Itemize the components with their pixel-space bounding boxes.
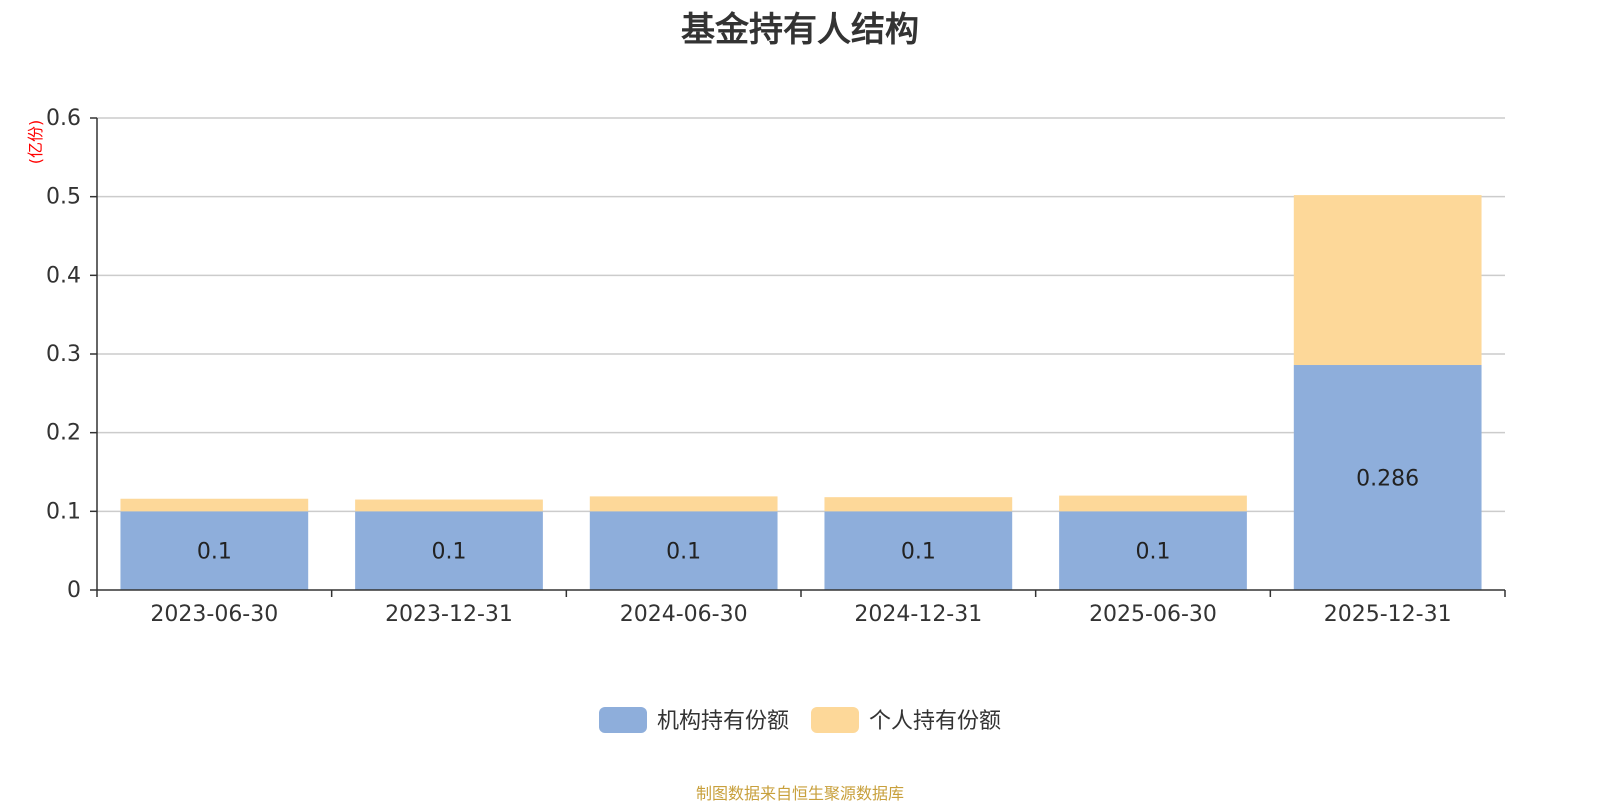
bar-value-label: 0.1	[1136, 540, 1171, 565]
y-tick-label: 0	[67, 578, 81, 603]
bar-individual	[1059, 495, 1247, 512]
bar-value-label: 0.1	[666, 540, 701, 565]
grid-lines	[97, 117, 1505, 513]
legend-label: 机构持有份额	[657, 709, 789, 734]
legend-label: 个人持有份额	[869, 709, 1001, 734]
y-tick-label: 0.2	[46, 421, 81, 446]
x-tick-label: 2024-12-31	[854, 602, 982, 627]
chart-title: 基金持有人结构	[681, 10, 919, 50]
x-tick-label: 2023-12-31	[385, 602, 513, 627]
bars: 0.1 0.1 0.1 0.1 0.1 0.286	[120, 195, 1482, 590]
bar-individual	[355, 499, 543, 512]
legend: 机构持有份额 个人持有份额	[599, 707, 1001, 734]
y-tick-label: 0.6	[46, 106, 81, 131]
y-axis-label: (亿份)	[26, 120, 45, 165]
y-tick-label: 0.5	[46, 185, 81, 210]
x-tick-label: 2023-06-30	[150, 602, 278, 627]
bar-individual	[1293, 195, 1482, 366]
bar-institutional	[120, 511, 309, 590]
bar-individual	[120, 498, 309, 512]
source-note: 制图数据来自恒生聚源数据库	[695, 784, 904, 803]
bar-institutional	[1059, 511, 1247, 590]
x-tick-label: 2024-06-30	[620, 602, 748, 627]
x-tick-label: 2025-12-31	[1324, 602, 1452, 627]
y-tick-label: 0.3	[46, 342, 81, 367]
bar-value-label: 0.1	[432, 540, 467, 565]
bar-institutional	[589, 511, 778, 590]
bar-institutional	[355, 511, 543, 590]
axes: 0 0.1 0.2 0.3 0.4 0.5 0.6(亿份) 2023-06-30 2023-12…	[26, 106, 1506, 627]
bar-individual	[824, 497, 1013, 512]
bar-institutional	[824, 511, 1013, 590]
bar-value-label: 0.1	[197, 540, 232, 565]
legend-swatch	[811, 707, 859, 733]
x-tick-label: 2025-06-30	[1089, 602, 1217, 627]
y-tick-label: 0.4	[46, 263, 81, 288]
bar-value-label: 0.1	[901, 540, 936, 565]
y-tick-label: 0.1	[46, 499, 81, 524]
bar-institutional	[1293, 365, 1482, 590]
legend-swatch	[599, 707, 647, 733]
bar-individual	[589, 496, 778, 512]
bar-value-label: 0.286	[1356, 467, 1419, 492]
